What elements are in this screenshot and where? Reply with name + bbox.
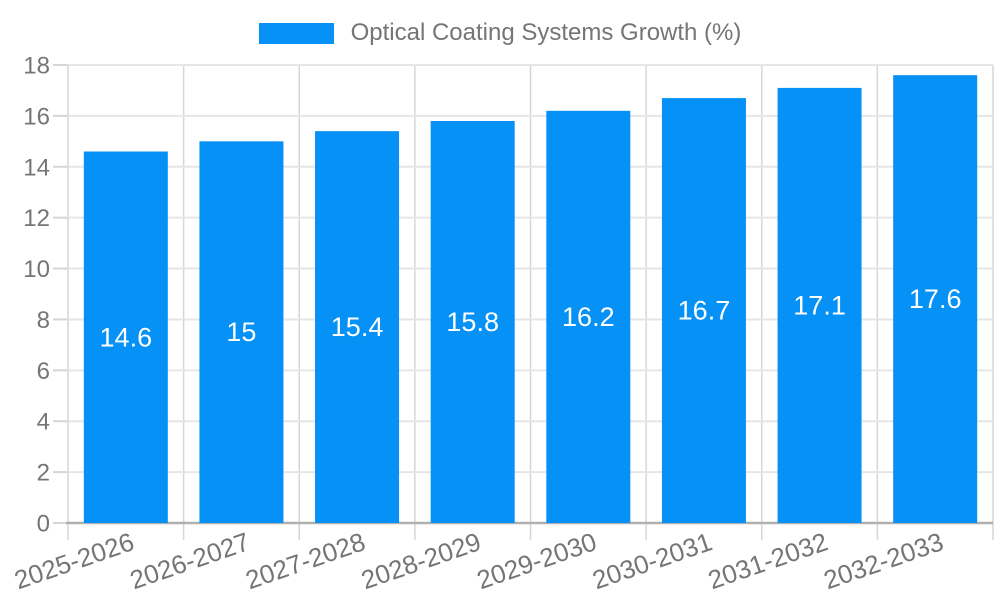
bar-value-label: 16.7 xyxy=(678,296,731,326)
y-axis-tick-label: 2 xyxy=(37,460,50,487)
x-axis-tick-label: 2030-2031 xyxy=(589,526,716,595)
y-axis-tick-label: 16 xyxy=(23,103,50,130)
bar-value-label: 14.6 xyxy=(100,322,153,352)
x-axis-tick-label: 2025-2026 xyxy=(10,526,137,595)
y-axis-tick-label: 4 xyxy=(37,409,50,436)
y-axis-tick-label: 6 xyxy=(37,358,50,385)
legend-swatch xyxy=(258,22,334,44)
y-axis-tick-label: 18 xyxy=(23,53,50,80)
y-axis-tick-label: 8 xyxy=(37,307,50,334)
x-axis-tick-label: 2032-2033 xyxy=(820,526,947,595)
legend[interactable]: Optical Coating Systems Growth (%) xyxy=(0,19,1000,47)
x-axis-tick-label: 2029-2030 xyxy=(473,526,600,595)
y-axis-tick-label: 0 xyxy=(37,511,50,538)
x-axis-tick-label: 2026-2027 xyxy=(126,526,253,595)
bar-value-label: 17.6 xyxy=(909,284,962,314)
bar-2029-2030[interactable] xyxy=(546,110,631,524)
bar-value-label: 15 xyxy=(226,317,256,347)
legend-label: Optical Coating Systems Growth (%) xyxy=(350,19,742,46)
x-axis-tick-label: 2027-2028 xyxy=(242,526,369,595)
bar-2027-2028[interactable] xyxy=(315,131,400,523)
y-axis-tick-label: 14 xyxy=(23,154,50,181)
x-axis-tick-label: 2028-2029 xyxy=(357,526,484,595)
x-axis-tick-label: 2031-2032 xyxy=(704,526,831,595)
bar-2031-2032[interactable] xyxy=(777,87,862,524)
y-axis-tick-label: 10 xyxy=(23,256,50,283)
y-axis-tick-label: 12 xyxy=(23,205,50,232)
bar-2025-2026[interactable] xyxy=(83,151,168,523)
bar-value-label: 15.4 xyxy=(331,312,384,342)
bar-value-label: 17.1 xyxy=(793,290,846,320)
bar-2026-2027[interactable] xyxy=(199,141,284,524)
bar-2028-2029[interactable] xyxy=(430,120,515,523)
bar-value-label: 16.2 xyxy=(562,302,615,332)
bar-2032-2033[interactable] xyxy=(893,75,978,523)
bar-value-label: 15.8 xyxy=(446,307,499,337)
bar-2030-2031[interactable] xyxy=(661,98,746,524)
